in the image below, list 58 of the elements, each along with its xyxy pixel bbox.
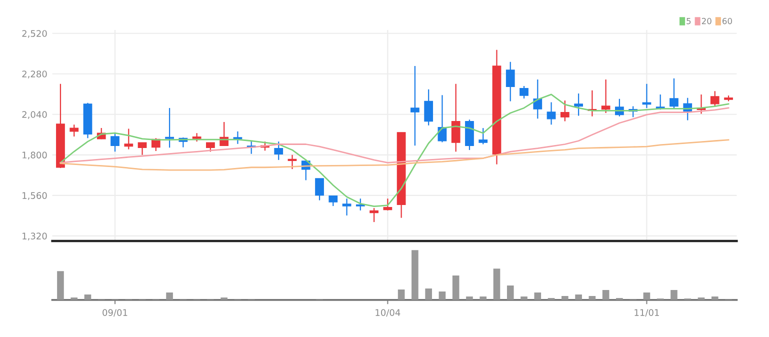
bar <box>452 276 460 300</box>
x-tick-label: 09/01 <box>102 309 128 317</box>
candlestick <box>70 124 79 138</box>
legend-label: 5 <box>686 18 691 24</box>
bar <box>438 291 446 300</box>
candlestick <box>601 78 610 114</box>
candlestick <box>520 85 528 100</box>
candlestick <box>383 198 392 211</box>
x-tick-label: 11/01 <box>634 309 659 317</box>
candlestick <box>642 83 652 109</box>
bar <box>562 296 568 300</box>
bar <box>398 289 405 300</box>
candlestick <box>533 78 542 120</box>
bar <box>166 292 173 300</box>
bar <box>602 290 610 300</box>
y-tick-label: 1,320 <box>22 232 47 240</box>
candlestick <box>506 61 515 102</box>
line-series <box>60 139 730 171</box>
x-tick-label: 10/04 <box>376 309 400 317</box>
candlestick <box>370 207 378 223</box>
y-tick-label: 1,800 <box>22 152 47 160</box>
candlestick <box>165 107 174 148</box>
candlestick <box>138 142 147 156</box>
bar <box>493 268 500 300</box>
candlestick <box>560 100 570 122</box>
bar <box>670 290 678 300</box>
bar <box>575 294 582 300</box>
y-tick-label: 1,560 <box>22 192 47 200</box>
y-tick-label: 2,520 <box>22 30 47 38</box>
candlestick <box>424 88 434 126</box>
candlestick <box>546 102 556 126</box>
candlestick <box>124 128 134 150</box>
bar <box>57 271 64 300</box>
candlestick <box>342 198 352 216</box>
bar <box>506 286 514 300</box>
y-tick-label: 2,040 <box>22 111 47 119</box>
candlestick <box>233 130 242 144</box>
y-tick-label: 2,280 <box>22 70 47 78</box>
candlestick <box>206 142 215 152</box>
candlestick <box>274 140 284 160</box>
bar <box>412 250 418 300</box>
candlestick <box>710 90 720 107</box>
candlestick <box>288 154 297 170</box>
bar <box>425 288 432 300</box>
candlestick <box>356 198 365 211</box>
candlestick <box>670 78 678 110</box>
candlestick <box>410 65 420 146</box>
candlestick <box>478 127 488 145</box>
candlestick <box>110 132 120 152</box>
legend-label: 60 <box>722 18 732 24</box>
candlestick <box>574 92 583 116</box>
bar <box>534 292 542 300</box>
legend-label: 20 <box>702 18 712 24</box>
line-series <box>60 94 730 208</box>
candlestick <box>315 178 324 201</box>
candlestick <box>328 195 338 207</box>
candlestick <box>451 83 460 152</box>
bar <box>643 292 650 300</box>
